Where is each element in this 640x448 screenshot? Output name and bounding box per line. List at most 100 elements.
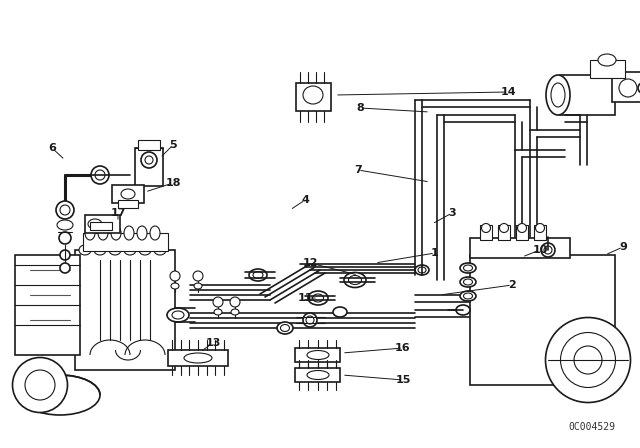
Ellipse shape: [145, 156, 153, 164]
Bar: [85, 215, 120, 233]
Ellipse shape: [463, 279, 472, 285]
Ellipse shape: [333, 307, 347, 317]
Ellipse shape: [598, 54, 616, 66]
Ellipse shape: [171, 283, 179, 289]
Bar: [590, 60, 625, 78]
Ellipse shape: [170, 271, 180, 281]
Bar: [15, 255, 80, 355]
Ellipse shape: [533, 308, 547, 318]
Ellipse shape: [184, 353, 212, 363]
Text: 18: 18: [165, 178, 180, 188]
Text: 1: 1: [431, 248, 439, 258]
Text: 15: 15: [396, 375, 411, 385]
Bar: [168, 350, 228, 366]
Ellipse shape: [253, 271, 263, 279]
Text: 5: 5: [169, 140, 177, 150]
Ellipse shape: [551, 83, 565, 107]
Text: 0C004529: 0C004529: [568, 422, 615, 432]
Bar: [480, 225, 492, 240]
Ellipse shape: [415, 265, 429, 275]
Ellipse shape: [619, 79, 637, 97]
Ellipse shape: [460, 263, 476, 273]
Bar: [470, 238, 570, 258]
Ellipse shape: [460, 291, 476, 301]
Text: 17: 17: [110, 208, 125, 218]
Bar: [516, 225, 528, 240]
Bar: [83, 233, 168, 251]
Ellipse shape: [60, 263, 70, 273]
Ellipse shape: [111, 226, 121, 240]
Text: 6: 6: [48, 143, 56, 153]
Bar: [296, 83, 331, 111]
Ellipse shape: [574, 346, 602, 374]
Ellipse shape: [463, 293, 472, 299]
Text: 13: 13: [205, 338, 221, 348]
Ellipse shape: [154, 245, 166, 255]
Bar: [560, 75, 615, 115]
Ellipse shape: [60, 205, 70, 215]
Ellipse shape: [536, 224, 545, 233]
Bar: [138, 140, 160, 150]
Ellipse shape: [91, 166, 109, 184]
Ellipse shape: [499, 224, 509, 233]
Ellipse shape: [124, 245, 136, 255]
Text: 11: 11: [297, 293, 313, 303]
Ellipse shape: [109, 245, 121, 255]
Ellipse shape: [456, 305, 470, 315]
Ellipse shape: [536, 310, 544, 316]
Ellipse shape: [141, 152, 157, 168]
Ellipse shape: [25, 370, 55, 400]
Ellipse shape: [139, 245, 151, 255]
Ellipse shape: [545, 318, 630, 402]
Ellipse shape: [312, 294, 323, 302]
Text: 10: 10: [532, 245, 548, 255]
Bar: [534, 225, 546, 240]
Text: 4: 4: [301, 195, 309, 205]
Ellipse shape: [418, 267, 426, 273]
Text: 16: 16: [395, 343, 411, 353]
Ellipse shape: [231, 309, 239, 315]
Ellipse shape: [307, 350, 329, 359]
Ellipse shape: [546, 75, 570, 115]
Ellipse shape: [561, 332, 616, 388]
Ellipse shape: [541, 243, 555, 257]
Ellipse shape: [277, 322, 293, 334]
Ellipse shape: [306, 316, 314, 324]
Text: 8: 8: [356, 103, 364, 113]
Bar: [112, 185, 144, 203]
Ellipse shape: [172, 311, 184, 319]
Bar: [498, 225, 510, 240]
Ellipse shape: [303, 313, 317, 327]
Ellipse shape: [213, 297, 223, 307]
Ellipse shape: [638, 82, 640, 94]
Bar: [135, 148, 163, 186]
Text: 14: 14: [500, 87, 516, 97]
Ellipse shape: [194, 283, 202, 289]
Ellipse shape: [59, 232, 71, 244]
Ellipse shape: [150, 226, 160, 240]
Bar: [295, 368, 340, 382]
Ellipse shape: [60, 250, 70, 260]
Ellipse shape: [193, 271, 203, 281]
Ellipse shape: [95, 170, 105, 180]
Ellipse shape: [230, 297, 240, 307]
Ellipse shape: [85, 226, 95, 240]
Text: 3: 3: [448, 208, 456, 218]
Ellipse shape: [13, 358, 67, 413]
Ellipse shape: [349, 276, 362, 284]
Ellipse shape: [98, 226, 108, 240]
Ellipse shape: [460, 277, 476, 287]
Bar: [90, 222, 112, 230]
Ellipse shape: [79, 245, 91, 255]
Ellipse shape: [20, 375, 100, 415]
Text: 2: 2: [508, 280, 516, 290]
Ellipse shape: [88, 219, 102, 229]
Ellipse shape: [303, 86, 323, 104]
Text: 7: 7: [354, 165, 362, 175]
Ellipse shape: [167, 308, 189, 322]
Ellipse shape: [94, 245, 106, 255]
Ellipse shape: [518, 224, 527, 233]
Ellipse shape: [308, 291, 328, 305]
Ellipse shape: [249, 269, 267, 281]
Ellipse shape: [57, 220, 73, 230]
